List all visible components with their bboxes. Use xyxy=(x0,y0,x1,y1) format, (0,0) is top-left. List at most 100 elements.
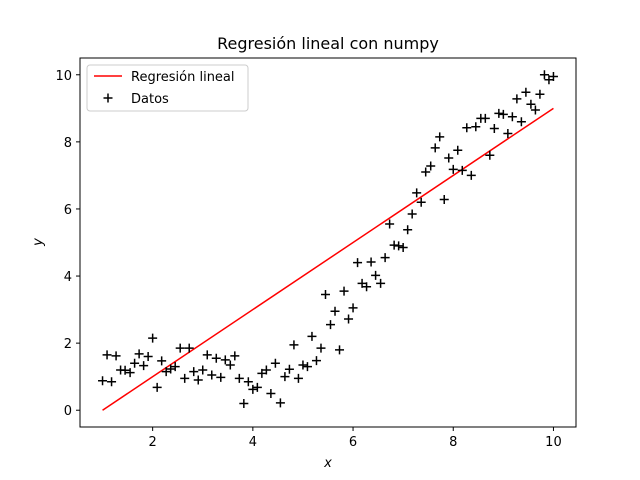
data-point xyxy=(485,150,495,160)
data-point xyxy=(139,361,149,371)
data-point xyxy=(161,367,171,377)
data-point xyxy=(202,350,212,360)
data-point xyxy=(234,373,244,383)
data-point xyxy=(157,356,167,366)
data-point xyxy=(152,382,162,392)
data-point xyxy=(326,320,336,330)
data-point xyxy=(507,112,517,122)
data-point xyxy=(430,143,440,153)
y-axis-ticks: 0 2 4 6 8 10 xyxy=(55,69,80,419)
plot-area xyxy=(98,70,558,411)
data-point xyxy=(125,368,135,378)
data-point xyxy=(293,373,303,383)
regression-layer xyxy=(102,107,554,411)
data-point xyxy=(494,108,504,118)
data-point xyxy=(416,197,426,207)
y-tick-label: 0 xyxy=(64,404,72,419)
data-point xyxy=(371,270,381,280)
data-point xyxy=(257,368,267,378)
data-point xyxy=(180,373,190,383)
y-tick-label: 8 xyxy=(64,136,72,151)
data-point xyxy=(385,219,395,229)
data-point xyxy=(526,99,536,109)
data-point xyxy=(453,145,463,155)
data-point xyxy=(366,257,376,267)
data-point xyxy=(248,384,258,394)
data-point xyxy=(216,372,226,382)
data-point xyxy=(353,258,363,268)
data-point xyxy=(376,278,386,288)
data-point xyxy=(489,123,499,133)
data-point xyxy=(548,71,558,81)
legend-swatch-datos xyxy=(103,93,113,103)
data-point xyxy=(284,364,294,374)
chart-title: Regresión lineal con numpy xyxy=(217,34,439,53)
data-point xyxy=(166,364,176,374)
data-point xyxy=(357,278,367,288)
data-point xyxy=(198,365,208,375)
data-point xyxy=(266,388,276,398)
data-point xyxy=(466,170,476,180)
data-point xyxy=(503,128,513,138)
data-point xyxy=(275,398,285,408)
x-tick-label: 8 xyxy=(449,435,457,450)
data-point xyxy=(239,399,249,409)
data-point xyxy=(107,377,117,387)
data-point xyxy=(252,382,262,392)
points-layer xyxy=(98,70,558,409)
data-point xyxy=(498,109,508,119)
data-point xyxy=(225,360,235,370)
data-point xyxy=(134,349,144,359)
data-point xyxy=(335,345,345,355)
data-point xyxy=(539,70,549,80)
data-point xyxy=(230,351,240,361)
legend-box xyxy=(86,64,249,112)
x-tick-label: 2 xyxy=(149,435,157,450)
data-point xyxy=(362,282,372,292)
x-tick-label: 6 xyxy=(349,435,357,450)
y-tick-label: 10 xyxy=(55,69,72,84)
y-tick-label: 2 xyxy=(64,337,72,352)
data-point xyxy=(471,122,481,132)
data-point xyxy=(480,113,490,123)
data-point xyxy=(398,243,408,253)
legend-label-datos: Datos xyxy=(131,92,169,107)
legend: Regresión lineal Datos xyxy=(86,64,249,112)
data-point xyxy=(280,372,290,382)
data-point xyxy=(184,343,194,353)
data-point xyxy=(407,209,417,219)
data-point xyxy=(193,375,203,385)
y-axis-label: y xyxy=(31,238,46,247)
data-point xyxy=(444,153,454,163)
data-point xyxy=(170,362,180,372)
data-point xyxy=(102,350,112,360)
data-point xyxy=(530,105,540,115)
data-point xyxy=(316,343,326,353)
data-point xyxy=(426,161,436,171)
data-point xyxy=(330,306,340,316)
y-tick-label: 6 xyxy=(64,203,72,218)
data-point xyxy=(120,365,130,375)
axes-frame xyxy=(79,57,577,428)
data-point xyxy=(457,165,467,175)
data-point xyxy=(521,87,531,97)
data-point xyxy=(380,253,390,263)
data-point xyxy=(421,167,431,177)
data-point xyxy=(512,94,522,104)
data-point xyxy=(143,352,153,362)
data-point xyxy=(189,367,199,377)
data-point xyxy=(220,355,230,365)
y-tick-label: 4 xyxy=(64,270,72,285)
data-point xyxy=(448,164,458,174)
data-point xyxy=(98,376,108,386)
data-point xyxy=(439,195,449,205)
data-point xyxy=(320,289,330,299)
data-point xyxy=(339,286,349,296)
data-point xyxy=(130,358,140,368)
data-point xyxy=(403,225,413,235)
data-point xyxy=(261,365,271,375)
data-point xyxy=(344,314,354,324)
legend-label-regression: Regresión lineal xyxy=(131,70,235,85)
data-point xyxy=(207,370,217,380)
